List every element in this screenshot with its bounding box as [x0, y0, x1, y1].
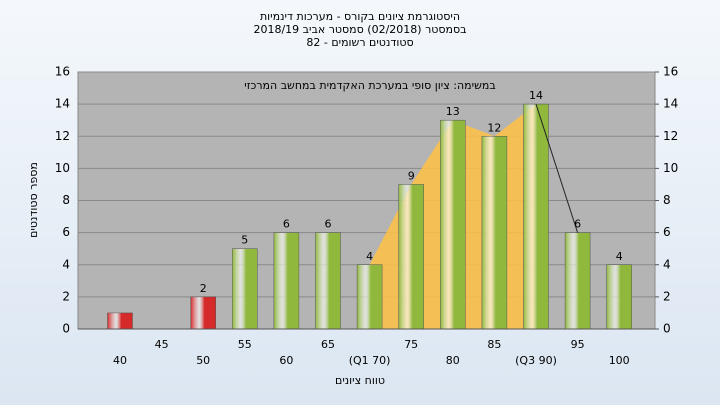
x-tick-label: 75	[404, 338, 418, 351]
data-label: 13	[446, 105, 460, 118]
y-tick-label: 10	[55, 161, 70, 175]
bar	[232, 248, 258, 330]
y2-tick-label: 2	[663, 289, 671, 303]
line	[535, 103, 579, 233]
y2-tick-label: 8	[663, 193, 671, 207]
x-tick-label: (Q3 90)	[515, 354, 557, 367]
y2-tick-label: 10	[663, 161, 678, 175]
x-axis-label: טווח ציונים	[335, 374, 385, 387]
data-label: 2	[200, 282, 207, 295]
y2-tick-label: 14	[663, 97, 678, 111]
bar	[107, 312, 133, 330]
bar	[398, 184, 424, 330]
data-label: 6	[574, 218, 581, 231]
y-tick-label: 6	[62, 225, 70, 239]
data-label: 6	[283, 218, 290, 231]
data-label: 9	[408, 169, 415, 182]
data-label: 4	[616, 250, 623, 263]
data-label: 14	[529, 89, 543, 102]
y-tick-label: 8	[62, 193, 70, 207]
data-label: 12	[487, 121, 501, 134]
x-tick-label: 50	[196, 354, 210, 367]
y-tick-label: 16	[55, 65, 70, 79]
bar	[190, 296, 216, 330]
x-tick-label: (Q1 70)	[349, 354, 391, 367]
y-tick-label: 4	[62, 257, 70, 271]
y-axis-label: מספר סטודנטים	[27, 162, 40, 238]
y-tick-label: 2	[62, 289, 70, 303]
data-label: 6	[325, 218, 332, 231]
data-label: 5	[241, 234, 248, 247]
x-tick-label: 95	[571, 338, 585, 351]
data-label: 4	[366, 250, 373, 263]
chart-subtitle: בסמסטר (02/2018) סמסטר אביב 2018/19	[253, 23, 466, 36]
x-tick-label: 85	[487, 338, 501, 351]
bar	[606, 264, 632, 330]
bar	[481, 136, 508, 330]
x-tick-label: 100	[609, 354, 630, 367]
y2-tick-label: 16	[663, 65, 678, 79]
x-tick-label: 60	[279, 354, 293, 367]
x-tick-label: 80	[446, 354, 460, 367]
chart-title: היסטוגרמת ציונים בקורס - מערכות דינמיות	[260, 10, 460, 23]
y-tick-label: 12	[55, 129, 70, 143]
bar	[273, 232, 300, 330]
bar	[564, 232, 591, 330]
y-tick-label: 0	[62, 322, 70, 336]
x-tick-label: 55	[238, 338, 252, 351]
x-tick-label: 65	[321, 338, 335, 351]
y2-tick-label: 6	[663, 225, 671, 239]
x-tick-label: 45	[155, 338, 169, 351]
y2-tick-label: 12	[663, 129, 678, 143]
y2-tick-label: 0	[663, 322, 671, 336]
chart-subtitle-2: סטודנטים רשומים - 82	[306, 36, 413, 49]
annotation: במשימה: ציון סופי במערכת האקדמית במחשב ה…	[244, 79, 495, 92]
bar	[356, 264, 383, 330]
bar	[315, 232, 341, 330]
bar	[523, 103, 549, 330]
y2-tick-label: 4	[663, 257, 671, 271]
bar	[440, 119, 466, 330]
y-tick-label: 14	[55, 97, 70, 111]
x-tick-label: 40	[113, 354, 127, 367]
